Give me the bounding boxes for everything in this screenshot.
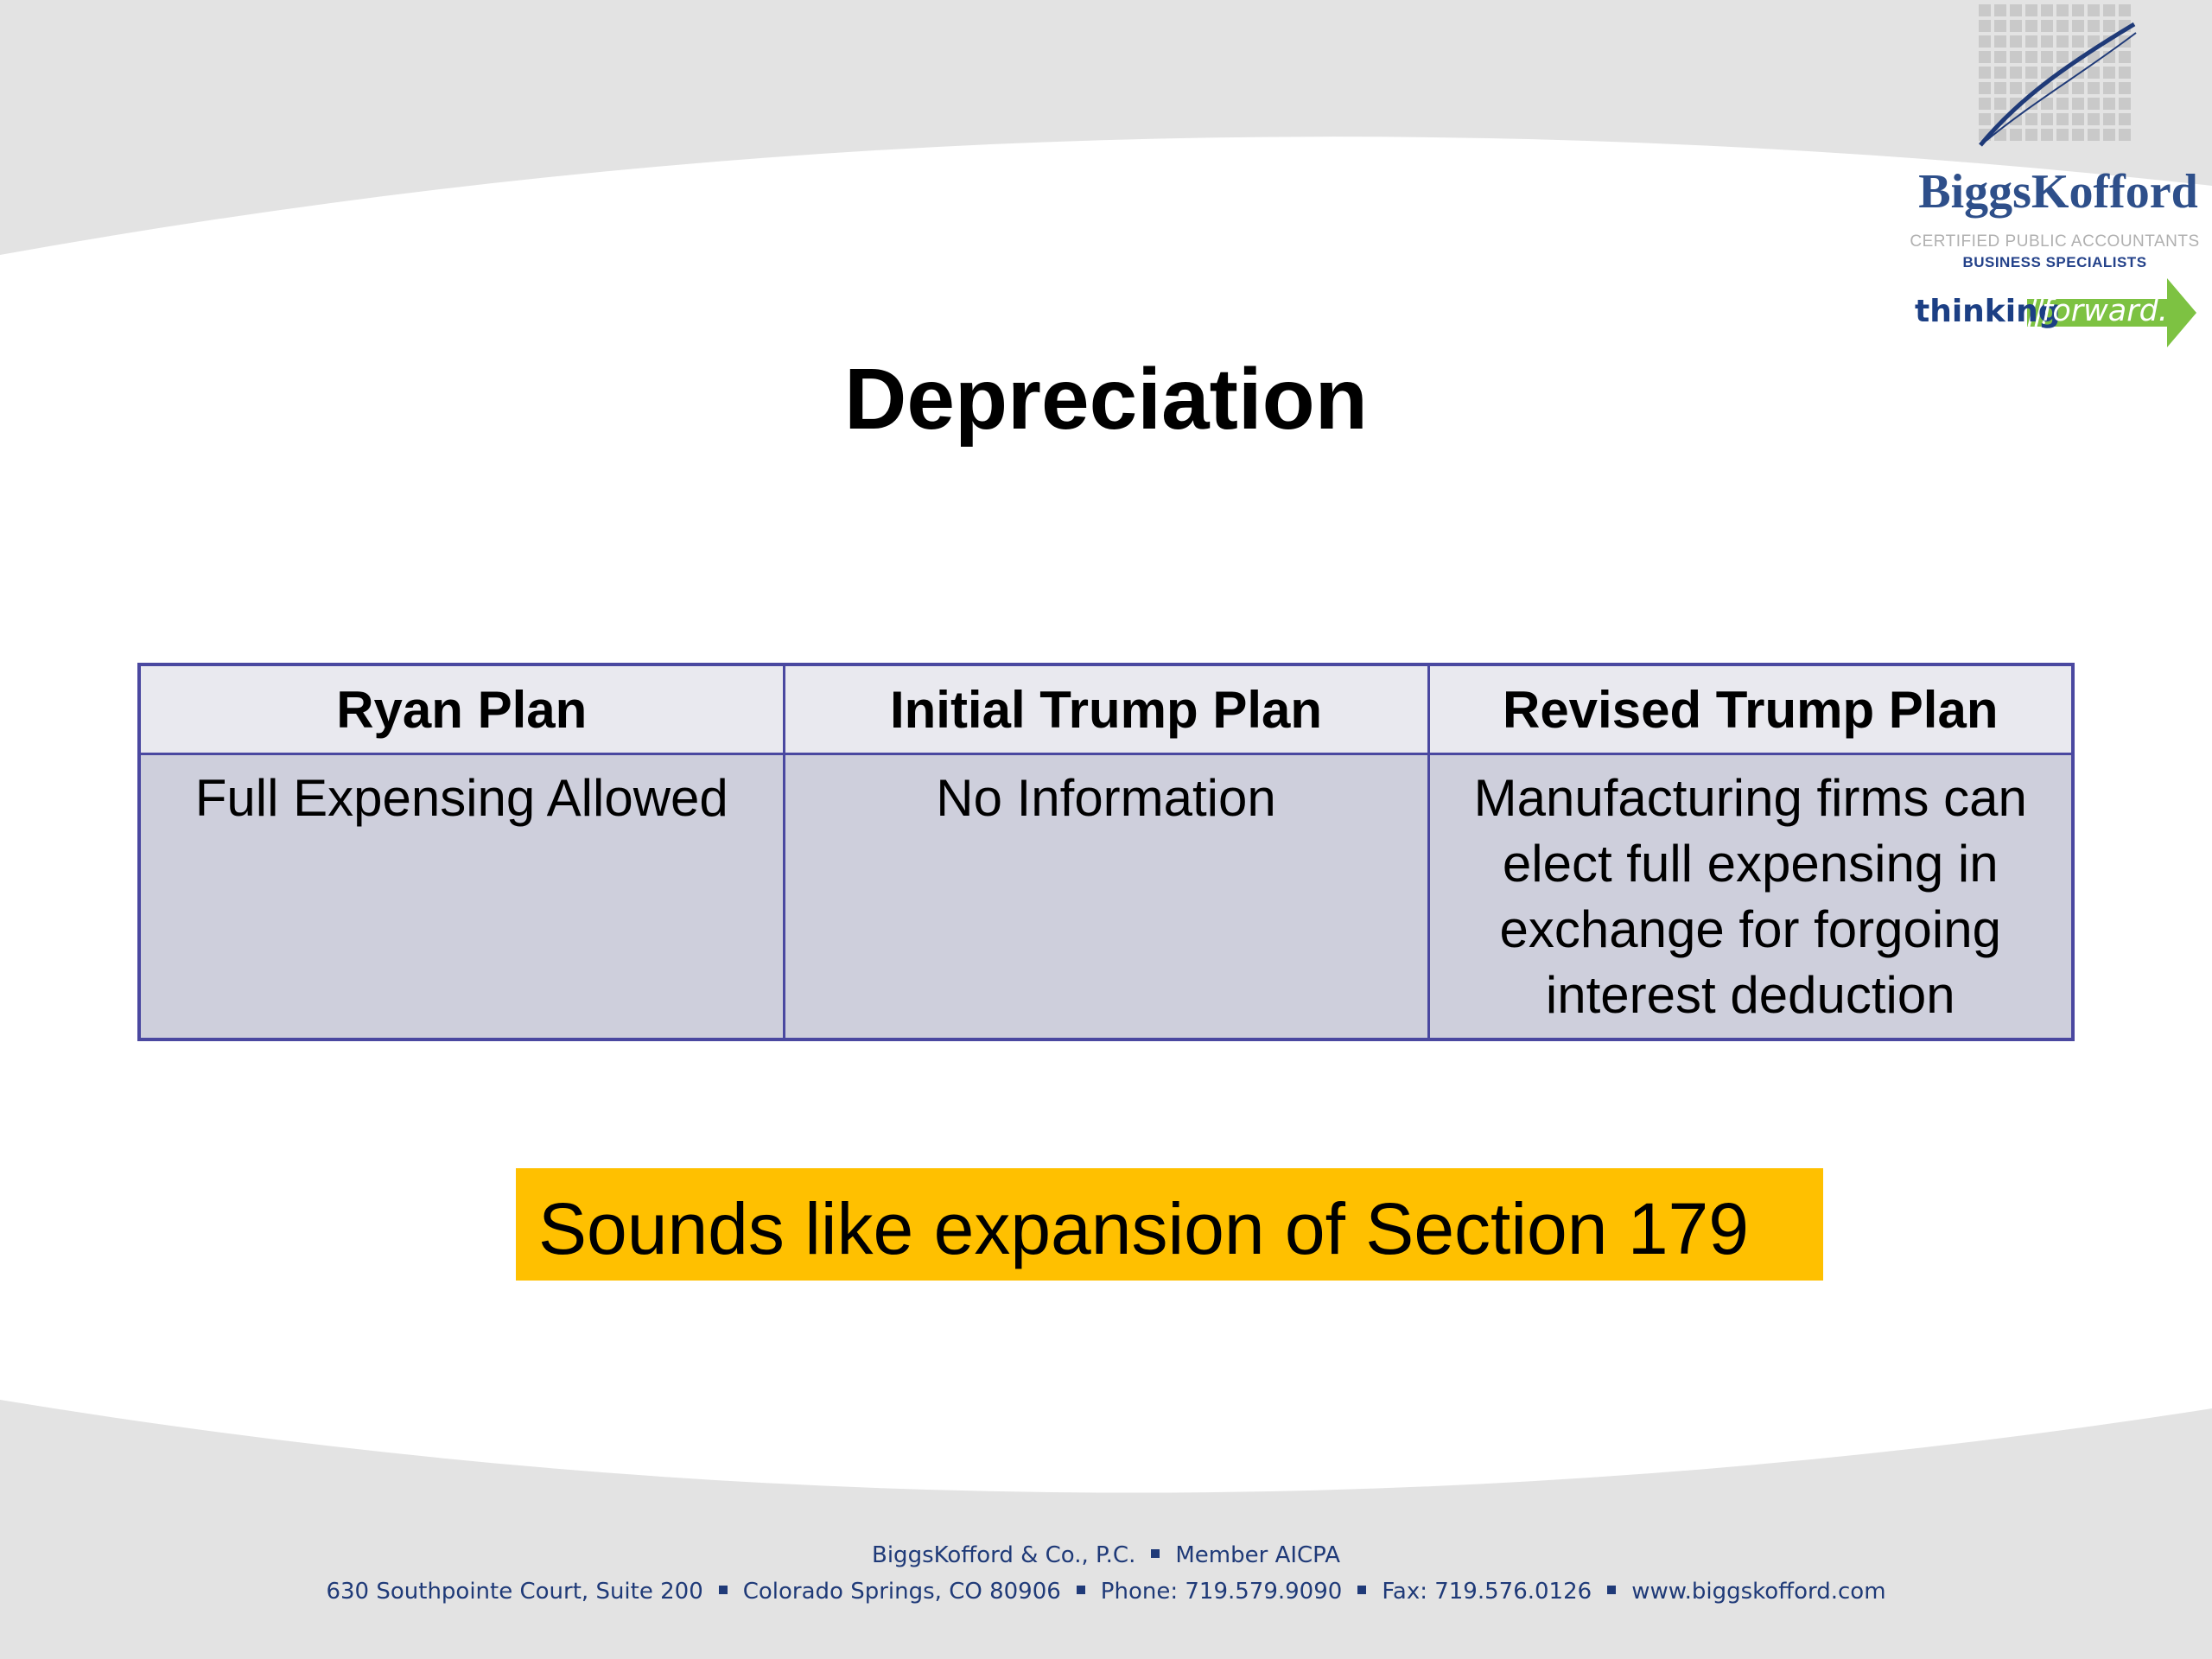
separator-square-icon [1607,1585,1617,1594]
logo-swoosh [1979,22,2136,147]
footer-company-line: BiggsKofford & Co., P.C. Member AICPA [0,1542,2212,1568]
bottom-gray-band [0,1400,2212,1659]
cell-revised-trump-plan: Manufacturing firms can elect full expen… [1427,753,2075,1041]
footer-fax: Fax: 719.576.0126 [1382,1579,1592,1605]
footer-website-link[interactable]: www.biggskofford.com [1631,1579,1886,1605]
callout-text: Sounds like expansion of Section 179 [538,1188,1749,1269]
table-row: Full Expensing Allowed No Information Ma… [137,753,2075,1041]
logo-company-name: BiggsKofford [1918,165,2198,219]
arrow-hatch [2027,298,2051,327]
footer-contact-line: 630 Southpointe Court, Suite 200 Colorado… [0,1579,2212,1605]
arrow-icon [2027,278,2196,347]
slide-title: Depreciation [844,351,1368,448]
table-header-row: Ryan Plan Initial Trump Plan Revised Tru… [137,663,2075,755]
column-header-ryan-plan: Ryan Plan [137,663,785,755]
footer-address: 630 Southpointe Court, Suite 200 [326,1579,703,1605]
callout-box: Sounds like expansion of Section 179 [516,1168,1823,1281]
footer-membership: Member AICPA [1175,1542,1340,1568]
cell-initial-trump-plan: No Information [782,753,1430,1041]
footer-city: Colorado Springs, CO 80906 [742,1579,1061,1605]
logo-subtitle-cpa: CERTIFIED PUBLIC ACCOUNTANTS [1910,232,2200,251]
footer-phone: Phone: 719.579.9090 [1100,1579,1343,1605]
column-header-revised-trump-plan: Revised Trump Plan [1427,663,2075,755]
logo-subtitle-specialists: BUSINESS SPECIALISTS [1962,254,2147,270]
footer-company-name: BiggsKofford & Co., P.C. [872,1542,1136,1568]
cell-ryan-plan: Full Expensing Allowed [137,753,785,1041]
logo-tagline-thinking: thinking [1915,294,2061,329]
top-gray-band [0,0,2212,255]
logo-grid-mark [1979,4,2131,141]
separator-square-icon [1151,1548,1160,1558]
separator-square-icon [718,1585,728,1594]
column-header-initial-trump-plan: Initial Trump Plan [782,663,1430,755]
separator-square-icon [1357,1585,1367,1594]
biggskofford-logo [1979,4,2196,347]
logo-tagline-forward: forward. [2042,294,2168,328]
comparison-table: Ryan Plan Initial Trump Plan Revised Tru… [137,663,2075,1041]
separator-square-icon [1076,1585,1085,1594]
